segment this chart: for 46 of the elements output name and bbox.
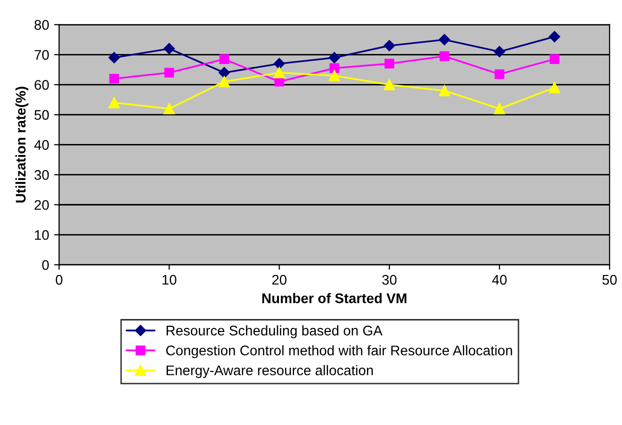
point	[494, 46, 506, 58]
point	[109, 74, 119, 84]
x-tick-label: 0	[56, 274, 62, 285]
y-tick-label: 10	[34, 230, 49, 240]
legend-label: Resource Scheduling based on GA	[166, 325, 382, 338]
y-tick-label: 60	[34, 80, 49, 90]
y-tick-label: 80	[34, 20, 49, 30]
y-tick-label: 0	[42, 260, 49, 270]
point	[438, 85, 450, 96]
point	[548, 31, 560, 42]
point	[384, 58, 394, 69]
point	[108, 52, 120, 64]
x-tick-label: 10	[162, 274, 176, 285]
x-tick-label: 20	[272, 274, 286, 285]
x-tick-label: 40	[492, 274, 507, 285]
x-tick-label: 50	[602, 274, 617, 285]
point	[548, 82, 560, 94]
y-tick-label: 40	[34, 140, 49, 150]
point	[164, 68, 174, 78]
point	[440, 51, 450, 62]
point	[550, 54, 560, 64]
point	[274, 67, 285, 78]
point	[164, 103, 175, 114]
legend-label: Energy-Aware resource allocation	[166, 365, 373, 378]
point	[384, 79, 395, 90]
point	[218, 76, 230, 88]
x-axis-title: Number of Started VM	[262, 293, 406, 304]
y-tick-label: 20	[34, 200, 49, 210]
point	[274, 58, 285, 70]
y-tick-label: 50	[34, 110, 49, 120]
y-axis-title: Utilization rate(%)	[15, 86, 28, 203]
point	[328, 70, 340, 82]
point	[438, 34, 450, 46]
y-tick-label: 70	[34, 50, 49, 60]
x-tick-label: 30	[382, 274, 397, 285]
point	[219, 54, 230, 64]
legend-label: Congestion Control method with fair Resource Allocation	[166, 345, 512, 358]
point	[328, 52, 340, 64]
point	[329, 63, 340, 74]
point	[218, 67, 230, 78]
point	[164, 43, 175, 54]
point	[494, 69, 504, 80]
point	[384, 40, 395, 52]
point	[108, 97, 120, 108]
point	[494, 103, 506, 114]
y-tick-label: 30	[34, 170, 49, 180]
